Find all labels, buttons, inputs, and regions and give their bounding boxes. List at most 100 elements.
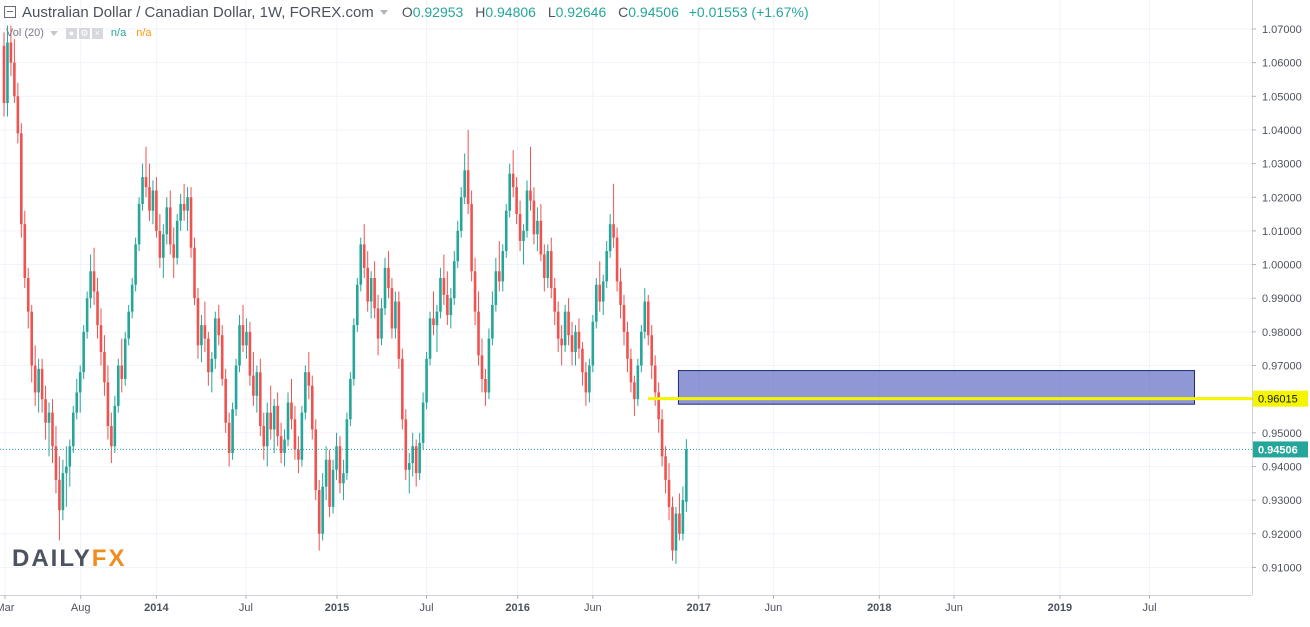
candle-body-up	[494, 271, 498, 305]
collapse-toggle-icon[interactable]	[4, 6, 16, 18]
candle-body-down	[58, 479, 61, 511]
candle-body-down	[26, 278, 30, 312]
y-tick-label: 1.05000	[1262, 91, 1302, 103]
candle-body-up	[536, 220, 539, 235]
symbol-title[interactable]: Australian Dollar / Canadian Dollar, 1W,…	[22, 3, 374, 21]
eye-icon[interactable]: ●	[65, 27, 77, 39]
x-tick-label: Jul	[239, 602, 253, 614]
y-tick-label: 1.00000	[1262, 260, 1302, 272]
candle-body-down	[612, 224, 615, 238]
symbol-dropdown-icon[interactable]	[379, 9, 388, 15]
candle-body-up	[452, 261, 456, 299]
candle-body-down	[626, 331, 629, 359]
candle-body-up	[272, 405, 276, 430]
candle-body-up	[643, 301, 647, 332]
candle-body-up	[47, 412, 51, 423]
candle-body-up	[75, 392, 79, 413]
candle-body-down	[269, 412, 273, 430]
candle-body-down	[529, 190, 532, 201]
candle-body-down	[615, 237, 619, 282]
volume-label[interactable]: Vol (20)	[6, 27, 44, 39]
candle-body-up	[175, 220, 179, 258]
candle-body-up	[591, 321, 595, 366]
candle-body-up	[640, 331, 643, 366]
high-value: 0.94806	[485, 4, 536, 20]
candle-body-down	[203, 325, 207, 339]
settings-icon[interactable]: ⚙	[78, 27, 90, 39]
candle-body-down	[293, 419, 297, 450]
candle-body-down	[314, 429, 318, 491]
candle-body-down	[581, 348, 584, 373]
candle-body-down	[532, 200, 536, 235]
candle-body-up	[179, 203, 182, 221]
candle-body-up	[522, 230, 525, 241]
candle-body-down	[633, 382, 636, 400]
y-tick-label: 1.06000	[1262, 58, 1302, 70]
candle-body-up	[65, 466, 68, 474]
candle-body-down	[196, 298, 200, 346]
candle-body-up	[335, 446, 338, 470]
candle-body-up	[359, 244, 363, 285]
candle-body-down	[120, 365, 124, 379]
candle-body-down	[227, 422, 231, 453]
candle-body-up	[113, 405, 117, 447]
current-price-label-bg	[1253, 441, 1308, 458]
candle-body-down	[44, 399, 47, 423]
candle-body-up	[324, 459, 328, 487]
change-value: +0.01553 (+1.67%)	[688, 4, 809, 20]
candle-body-up	[459, 197, 463, 231]
candle-body-down	[217, 318, 221, 336]
candle-body-up	[186, 197, 189, 211]
candle-body-down	[307, 372, 311, 386]
candle-body-up	[210, 358, 214, 373]
y-tick-label: 0.95000	[1262, 428, 1302, 440]
candle-body-up	[349, 378, 352, 420]
candle-body-up	[82, 331, 85, 373]
candle-body-down	[338, 446, 342, 484]
candle-body-down	[20, 133, 23, 225]
volume-dropdown-icon[interactable]	[49, 30, 58, 36]
candle-body-down	[248, 331, 252, 376]
candle-body-up	[68, 446, 72, 467]
candle-body-up	[6, 42, 9, 104]
candle-body-down	[33, 365, 37, 393]
y-tick-label: 1.03000	[1262, 159, 1302, 171]
price-axis-panel[interactable]	[1252, 0, 1310, 622]
candle-body-up	[141, 177, 144, 204]
candle-body-up	[574, 331, 577, 353]
candle-body-down	[13, 62, 16, 97]
candle-body-down	[182, 203, 186, 211]
y-tick-label: 1.07000	[1262, 24, 1302, 36]
candle-body-down	[498, 271, 501, 282]
candle-body-up	[283, 439, 286, 453]
candle-body-down	[54, 446, 58, 480]
candle-body-up	[78, 372, 82, 393]
x-tick-label: 2019	[1048, 602, 1072, 614]
candle-body-down	[560, 338, 563, 346]
candle-body-down	[515, 187, 518, 215]
candle-body-down	[664, 456, 667, 480]
candle-body-up	[605, 251, 608, 282]
candle-body-down	[366, 267, 369, 302]
candle-body-down	[549, 251, 553, 289]
candle-body-down	[148, 187, 151, 211]
candle-body-down	[259, 372, 262, 427]
support-price-label: 0.96015	[1258, 394, 1298, 406]
candle-body-down	[172, 244, 176, 258]
candle-body-up	[238, 325, 241, 366]
candle-body-down	[646, 301, 650, 336]
candle-body-up	[501, 251, 505, 282]
y-tick-label: 0.92000	[1262, 529, 1302, 541]
y-tick-label: 0.91000	[1262, 562, 1302, 574]
volume-legend: Vol (20) ● ⚙ × n/a n/a	[0, 25, 152, 41]
candle-body-up	[435, 311, 439, 326]
candle-body-up	[546, 251, 550, 279]
y-tick-label: 0.98000	[1262, 327, 1302, 339]
candle-body-down	[362, 244, 366, 268]
candle-body-up	[352, 325, 356, 379]
close-icon[interactable]: ×	[91, 27, 103, 39]
y-tick-label: 1.01000	[1262, 226, 1302, 238]
candle-body-down	[9, 42, 13, 63]
